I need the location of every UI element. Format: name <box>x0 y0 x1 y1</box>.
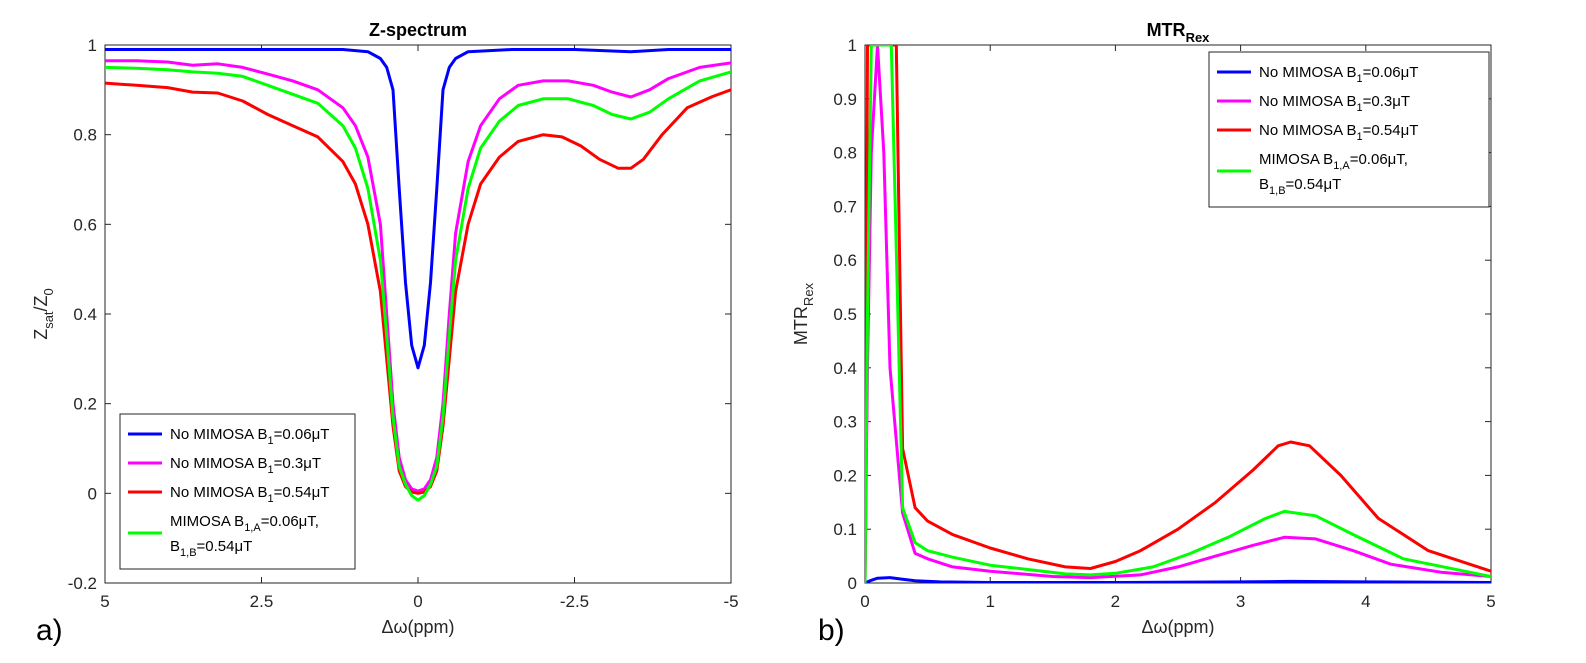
panel-label-b: b) <box>818 614 845 647</box>
legend-entry-line2: B1,B=0.54μT <box>170 538 252 559</box>
x-axis-label: Δω(ppm) <box>1141 617 1214 637</box>
y-tick-label: 0.4 <box>73 305 97 324</box>
x-tick-label: 3 <box>1236 592 1245 611</box>
legend-entry: No MIMOSA B1=0.54μT <box>1259 122 1418 143</box>
x-tick-label: 2.5 <box>250 592 274 611</box>
x-tick-label: 5 <box>1486 592 1495 611</box>
y-tick-label: 0.1 <box>833 520 857 539</box>
x-tick-label: -2.5 <box>560 592 589 611</box>
legend: No MIMOSA B1=0.06μT No MIMOSA B1=0.3μT No … <box>119 413 356 570</box>
series-line-blue <box>105 48 731 370</box>
y-tick-label: 0 <box>88 484 97 503</box>
chart-title: Z-spectrum <box>369 20 467 40</box>
y-tick-label: 0.5 <box>833 305 857 324</box>
y-tick-label: 0.6 <box>73 215 97 234</box>
chart-mtr-rex: 0 1 2 3 4 5 0 0.1 0.2 0.3 0.4 0.5 0.6 0.7 0.8 0.9 1 MTRRe… <box>791 20 1496 637</box>
y-tick-label: 0.9 <box>833 90 857 109</box>
y-tick-label: 1 <box>88 36 97 55</box>
series-line-blue <box>865 576 1491 583</box>
y-tick-label: 0.3 <box>833 413 857 432</box>
x-tick-label: 0 <box>860 592 869 611</box>
y-tick-label: -0.2 <box>68 574 97 593</box>
x-tick-label: 1 <box>985 592 994 611</box>
panel-label-a: a) <box>36 614 63 647</box>
y-tick-label: 1 <box>848 36 857 55</box>
y-tick-label: 0.2 <box>833 466 857 485</box>
x-tick-label: 4 <box>1361 592 1370 611</box>
chart-title: MTRRex <box>1147 20 1211 45</box>
legend-entry: MIMOSA B1,A=0.06μT, <box>1259 151 1408 172</box>
legend-entry: No MIMOSA B1=0.54μT <box>170 484 329 505</box>
series-group <box>105 48 731 502</box>
series-line-red <box>865 45 1491 583</box>
x-axis-label: Δω(ppm) <box>381 617 454 637</box>
y-tick-label: 0.2 <box>73 395 97 414</box>
series-line-green <box>865 45 1491 583</box>
y-axis-label: MTRRex <box>791 282 816 345</box>
x-tick-label: -5 <box>723 592 738 611</box>
x-tick-label: 5 <box>100 592 109 611</box>
legend-entry: No MIMOSA B1=0.06μT <box>170 426 329 447</box>
y-tick-label: 0.4 <box>833 359 857 378</box>
y-tick-label: 0 <box>848 574 857 593</box>
y-tick-label: 0.7 <box>833 197 857 216</box>
legend-box <box>1208 51 1490 208</box>
legend-entry: MIMOSA B1,A=0.06μT, <box>170 513 319 534</box>
legend-entry: No MIMOSA B1=0.3μT <box>170 455 321 476</box>
series-line-magenta <box>105 59 731 493</box>
chart-z-spectrum: 5 2.5 0 -2.5 -5 -0.2 0 0.2 0.4 0.6 0.8 1 Z-spectrum Δ… <box>31 20 739 637</box>
y-tick-label: 0.6 <box>833 251 857 270</box>
series-group <box>865 45 1491 583</box>
x-tick-label: 0 <box>413 592 422 611</box>
legend-entry-line2: B1,B=0.54μT <box>1259 176 1341 197</box>
series-line-green <box>105 65 731 502</box>
legend: No MIMOSA B1=0.06μT No MIMOSA B1=0.3μT No … <box>1208 51 1490 208</box>
y-tick-label: 0.8 <box>833 144 857 163</box>
legend-entry: No MIMOSA B1=0.3μT <box>1259 93 1410 114</box>
legend-entry: No MIMOSA B1=0.06μT <box>1259 64 1418 85</box>
x-tick-label: 2 <box>1111 592 1120 611</box>
y-axis-label: Zsat/Z0 <box>31 288 56 340</box>
series-line-magenta <box>865 45 1491 583</box>
y-tick-label: 0.8 <box>73 126 97 145</box>
